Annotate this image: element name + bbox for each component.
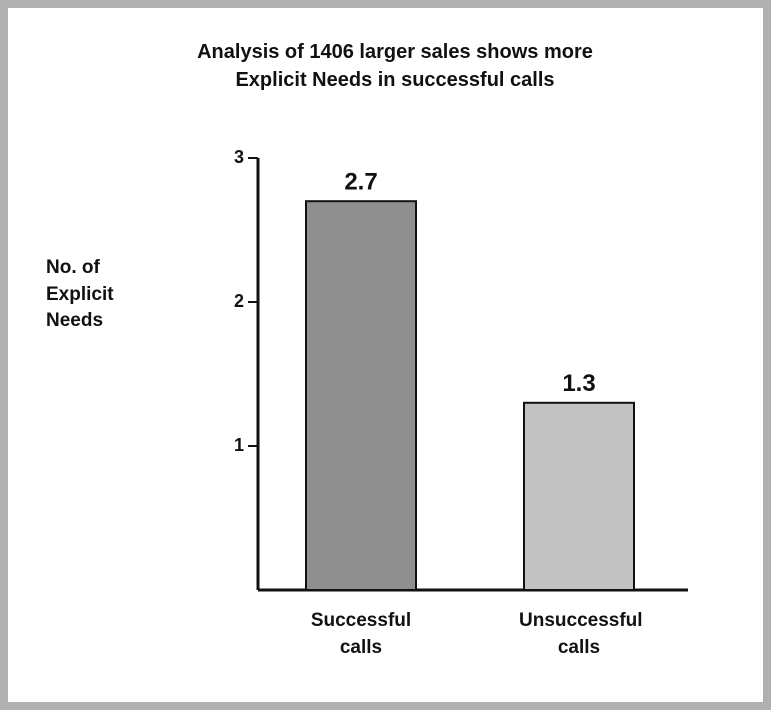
value-label: 2.7 <box>344 169 377 196</box>
bar <box>523 401 635 591</box>
value-label: 1.3 <box>562 370 595 397</box>
y-tick-label: 2 <box>234 291 244 311</box>
x-tick-label: Successful calls <box>310 610 412 658</box>
chart-title: Analysis of 1406 larger sales shows more… <box>197 41 593 91</box>
x-tick-label: Unsuccessful calls <box>519 610 643 658</box>
bar <box>305 200 417 591</box>
y-tick-label: 1 <box>234 435 244 455</box>
y-tick-label: 3 <box>234 147 244 167</box>
y-axis-label: No. of Explicit Needs <box>46 257 114 332</box>
